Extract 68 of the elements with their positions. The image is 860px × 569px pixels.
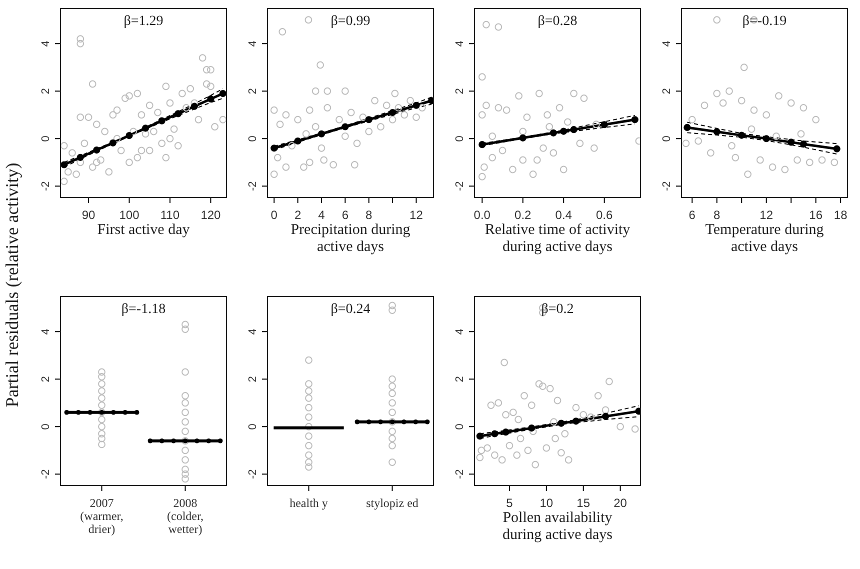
- y-tick-label: -2: [454, 469, 466, 480]
- annotation: β=0.28: [536, 14, 578, 30]
- annotation: β=0.99: [330, 14, 372, 30]
- y-tick-label: 0: [40, 136, 52, 142]
- y-tick-label: 2: [454, 88, 466, 94]
- x-axis-title: Pollen availability during active days: [502, 510, 614, 544]
- x-tick-label: health y: [290, 496, 328, 510]
- x-tick-label: 6: [688, 208, 696, 222]
- x-tick-label: 20: [614, 496, 628, 510]
- x-tick-label: 0: [270, 208, 278, 222]
- x-tick-label: 0.6: [596, 208, 614, 222]
- y-tick-label: 4: [247, 40, 259, 47]
- y-tick-label: 4: [40, 328, 52, 335]
- x-tick-label: 100: [119, 208, 140, 222]
- y-tick-label: 2: [40, 88, 52, 94]
- x-tick-label: 0.2: [514, 208, 532, 222]
- y-tick-label: 4: [454, 328, 466, 335]
- y-tick-label: -2: [40, 181, 52, 192]
- y-tick-label: -2: [454, 181, 466, 192]
- y-tick-label: 2: [40, 376, 52, 382]
- x-tick-label: 2007 (warmer, drier): [80, 496, 124, 536]
- x-tick-label: 90: [82, 208, 96, 222]
- x-tick-label: 110: [160, 208, 180, 222]
- y-tick-label: 4: [247, 328, 259, 335]
- annotation: β=-0.19: [741, 14, 788, 30]
- x-axis-title: Temperature during active days: [704, 222, 825, 256]
- x-tick-label: 0.0: [474, 208, 491, 222]
- x-tick-label: 120: [200, 208, 222, 222]
- y-tick-label: 2: [247, 88, 259, 94]
- y-tick-label: 0: [454, 136, 466, 142]
- x-tick-label: stylopiz ed: [366, 496, 418, 510]
- x-axis-title: First active day: [96, 222, 191, 239]
- x-tick-label: 2: [294, 208, 302, 222]
- x-tick-label: 6: [342, 208, 349, 222]
- annotation: β=0.2: [540, 302, 575, 318]
- x-tick-label: 8: [714, 208, 721, 222]
- x-tick-label: 16: [809, 208, 823, 222]
- x-axis-title: Relative time of activity during active days: [484, 222, 632, 256]
- y-tick-label: 4: [40, 40, 52, 47]
- x-axis-title: Precipitation during active days: [290, 222, 412, 256]
- y-tick-label: 4: [661, 40, 673, 47]
- x-tick-label: 8: [366, 208, 373, 222]
- x-tick-label: 4: [318, 208, 326, 222]
- y-tick-label: 2: [247, 376, 259, 382]
- x-tick-label: 10: [540, 496, 554, 510]
- y-tick-label: 4: [454, 40, 466, 47]
- y-tick-label: -2: [247, 181, 259, 192]
- y-tick-label: 2: [661, 88, 673, 94]
- y-axis-title: Partial residuals (relative activity): [2, 162, 22, 408]
- y-tick-label: 0: [40, 424, 52, 430]
- annotation: β=-1.18: [120, 302, 167, 318]
- x-tick-label: 0.4: [555, 208, 572, 222]
- y-tick-label: 0: [247, 424, 259, 430]
- y-tick-label: -2: [661, 181, 673, 192]
- y-tick-label: 0: [454, 424, 466, 430]
- x-tick-label: 12: [410, 208, 424, 222]
- y-tick-label: 0: [661, 136, 673, 142]
- x-tick-label: 12: [760, 208, 774, 222]
- x-tick-label: 18: [834, 208, 848, 222]
- x-tick-label: 5: [506, 496, 514, 510]
- y-tick-label: 2: [454, 376, 466, 382]
- annotation: β=0.24: [330, 302, 372, 318]
- annotation: β=1.29: [122, 14, 164, 30]
- x-tick-label: 15: [576, 496, 590, 510]
- y-tick-label: -2: [247, 469, 259, 480]
- y-tick-label: -2: [40, 469, 52, 480]
- y-tick-label: 0: [247, 136, 259, 142]
- x-tick-label: 2008 (colder, wetter): [167, 496, 204, 536]
